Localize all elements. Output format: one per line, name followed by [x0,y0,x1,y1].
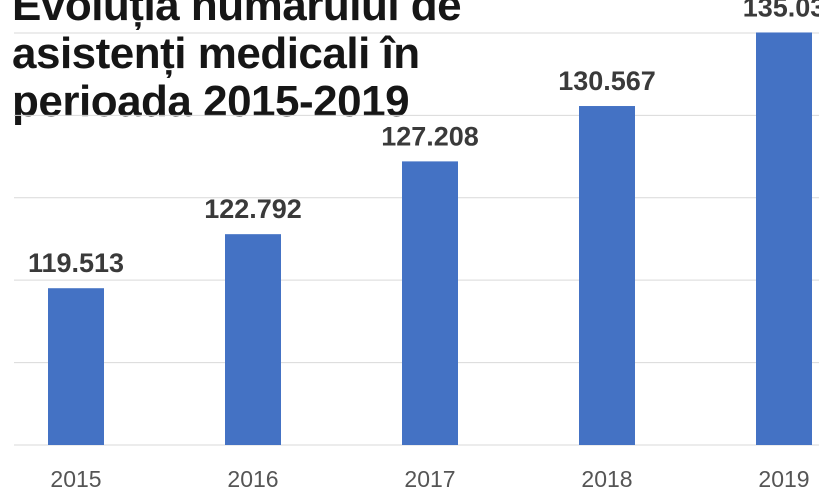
chart-title-line: perioada 2015-2019 [12,77,410,126]
gridlines [14,32,819,446]
x-axis-ticks: 2015 2016 2017 2018 2019 [50,466,809,492]
x-tick-2018: 2018 [581,466,632,492]
bar-2016 [225,234,281,445]
chart-title: Evoluția numărului de asistenți medicali… [12,0,572,126]
x-tick-2019: 2019 [758,466,809,492]
bar-2015 [48,288,104,445]
data-label-2019: 135.03 [743,0,819,22]
data-labels: 119.513 122.792 127.208 130.567 135.03 [28,0,819,278]
data-label-2016: 122.792 [204,194,302,224]
bar-2017 [402,161,458,446]
chart-title-line: Evoluția numărului de [12,0,462,30]
data-label-2015: 119.513 [28,248,124,278]
bar-2019 [756,32,812,446]
data-label-2017: 127.208 [381,121,479,151]
chart-title-line: asistenți medicali în [12,29,420,78]
x-tick-2017: 2017 [404,466,455,492]
bar-2018 [579,106,635,446]
x-tick-2016: 2016 [227,466,278,492]
x-tick-2015: 2015 [50,466,101,492]
data-label-2018: 130.567 [558,66,656,96]
bars [48,32,812,446]
